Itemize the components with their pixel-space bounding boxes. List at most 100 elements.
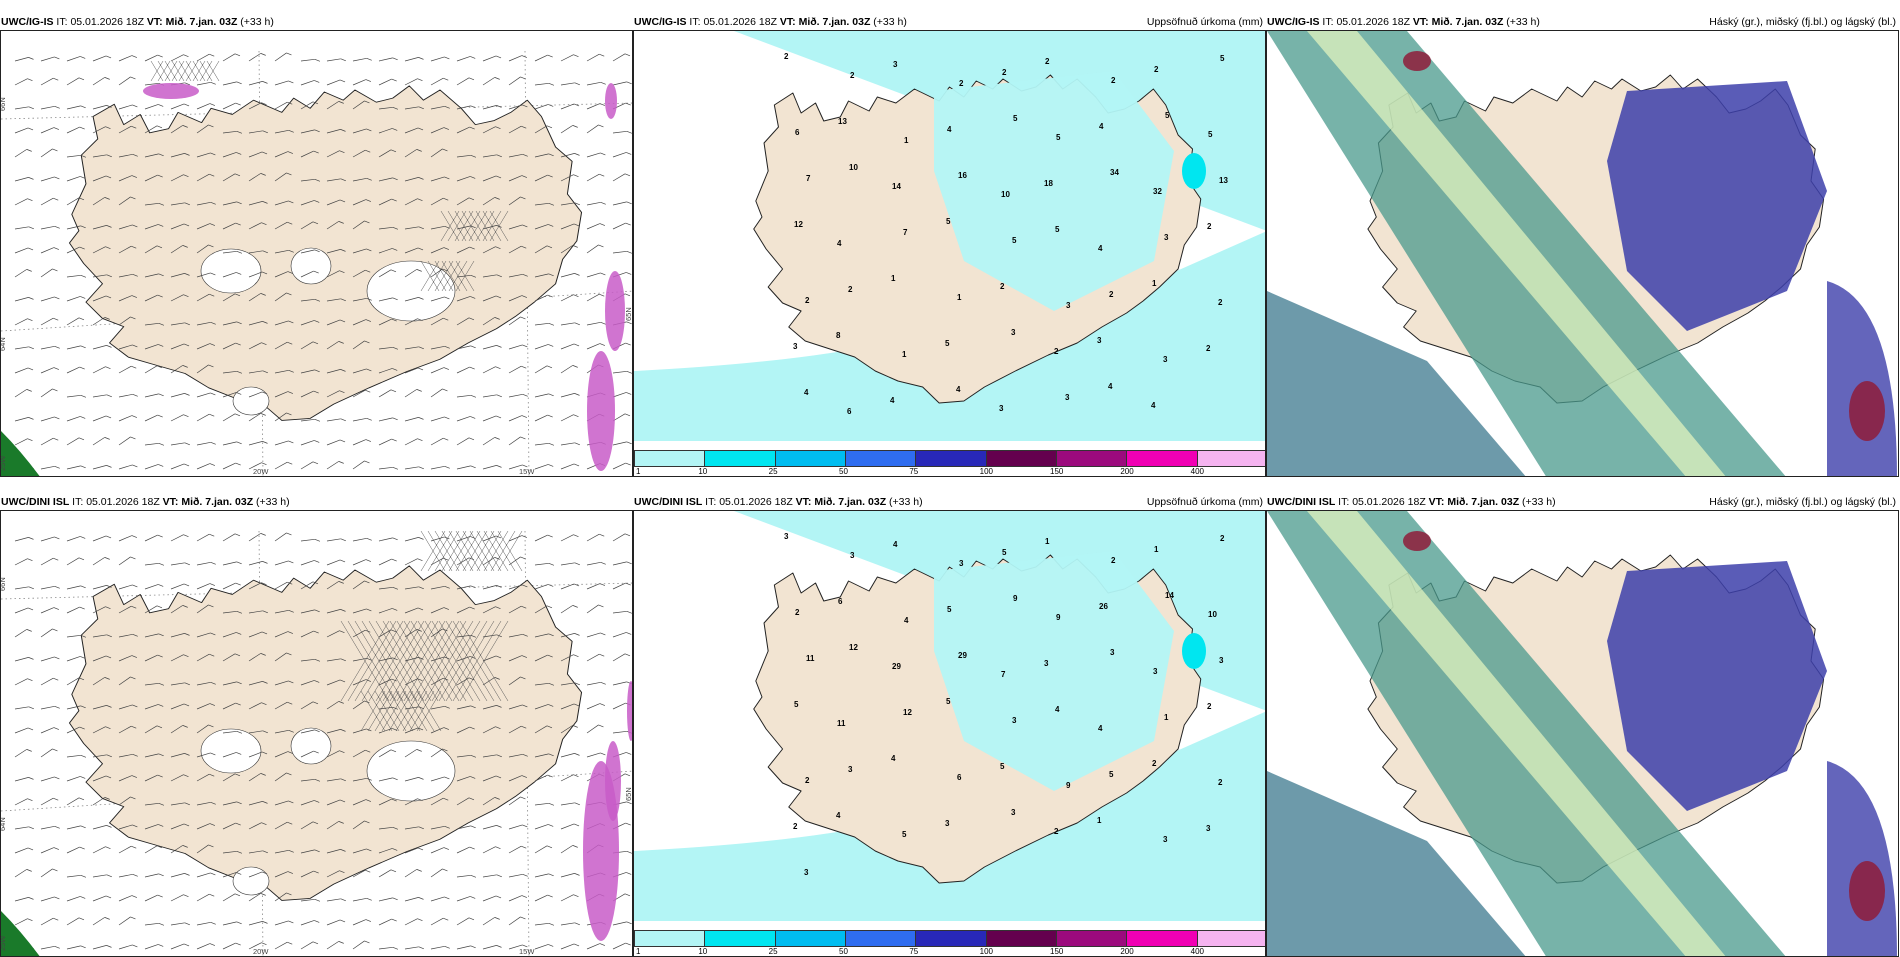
precip-value-label: 11: [837, 719, 846, 728]
colorbar-tick-label: 75: [909, 467, 919, 476]
vt-label: VT:: [1428, 496, 1445, 508]
precip-value-label: 4: [1055, 705, 1060, 714]
precip-value-label: 29: [958, 651, 967, 660]
precip-value-label: 10: [1001, 190, 1010, 199]
precip-value-label: 11: [806, 654, 815, 663]
glacier: [366, 740, 456, 802]
colorbar-tick-label: 150: [1050, 467, 1064, 476]
it-value: 05.01.2026 18Z: [703, 16, 777, 28]
cloud-low: [1849, 861, 1885, 921]
precip-value-label: 3: [1110, 648, 1115, 657]
precip-value-label: 5: [947, 605, 952, 614]
glacier: [290, 727, 332, 765]
panel-header: UWC/IG-IS IT: 05.01.2026 18Z VT: Mið. 7.…: [1267, 14, 1898, 30]
model-name: UWC/DINI ISL: [1267, 496, 1336, 508]
precip-value-label: 5: [946, 697, 951, 706]
vt-value: Mið. 7.jan. 03Z: [165, 16, 238, 28]
precip-value-label: 2: [1109, 290, 1114, 299]
map-wind: 66N 64N 25W 20W 15W 65N: [0, 510, 633, 957]
colorbar-swatch: [634, 450, 706, 467]
lead-time: (+33 h): [256, 496, 290, 508]
it-label: IT:: [705, 496, 717, 508]
vt-value: Mið. 7.jan. 03Z: [1447, 496, 1520, 508]
precip-value-label: 1: [902, 350, 907, 359]
precip-value-label: 6: [957, 773, 962, 782]
colorbar-swatch: [1196, 450, 1265, 467]
glacier: [232, 866, 270, 896]
precip-value-label: 1: [1152, 279, 1157, 288]
colorbar-tick-label: 75: [909, 947, 919, 956]
colorbar-swatch: [915, 930, 987, 947]
panel-precip-bottom: UWC/DINI ISL IT: 05.01.2026 18Z VT: Mið.…: [633, 492, 1266, 957]
precip-value-label: 2: [1045, 57, 1050, 66]
precip-value-label: 5: [946, 217, 951, 226]
precip-value-label: 5: [1220, 54, 1225, 63]
precip-value-label: 14: [1165, 591, 1174, 600]
precip-value-label: 5: [1002, 548, 1007, 557]
it-value: 05.01.2026 18Z: [1336, 16, 1410, 28]
precip-value-label: 12: [903, 708, 912, 717]
model-name: UWC/IG-IS: [634, 16, 687, 28]
glacier: [232, 386, 270, 416]
precip-value-label: 4: [1099, 122, 1104, 131]
glacier: [200, 728, 262, 774]
precip-value-label: 4: [956, 385, 961, 394]
colorbar-tick-label: 25: [768, 947, 778, 956]
precip-value-label: 1: [957, 293, 962, 302]
cloud-mid: [1607, 561, 1827, 811]
precip-colorbar: 1 10 25 50 75 100 150 200 400: [634, 450, 1265, 476]
precip-value-label: 2: [1054, 347, 1059, 356]
colorbar-tick-label: 1: [636, 467, 641, 476]
precip-value-label: 18: [1044, 179, 1053, 188]
colorbar-swatch: [985, 930, 1057, 947]
precip-value-label: 1: [1097, 816, 1102, 825]
it-label: IT:: [1322, 16, 1334, 28]
precip-value-label: 34: [1110, 168, 1119, 177]
precip-value-label: 13: [1219, 176, 1228, 185]
precip-value-label: 2: [793, 822, 798, 831]
vt-value: Mið. 7.jan. 03Z: [814, 496, 887, 508]
precip-value-label: 2: [1206, 344, 1211, 353]
precip-value-label: 4: [837, 239, 842, 248]
precip-value-label: 2: [805, 296, 810, 305]
precip-value-label: 3: [848, 765, 853, 774]
vt-value: Mið. 7.jan. 03Z: [798, 16, 871, 28]
colorbar-swatch: [845, 450, 917, 467]
precip-shading: [1, 83, 625, 476]
precip-value-label: 4: [1151, 401, 1156, 410]
precip-value-label: 2: [1154, 65, 1159, 74]
model-name: UWC/DINI ISL: [1, 496, 70, 508]
colorbar-swatch: [1126, 930, 1198, 947]
precip-value-label: 3: [850, 551, 855, 560]
precip-title: Uppsöfnuð úrkoma (mm): [1146, 16, 1263, 28]
lead-time: (+33 h): [1506, 16, 1540, 28]
precip-value-label: 2: [1002, 68, 1007, 77]
colorbar-swatch: [1126, 450, 1198, 467]
glacier: [200, 248, 262, 294]
lat-label: 65N: [624, 307, 633, 321]
precip-value-label: 3: [1065, 393, 1070, 402]
precip-value-label: 10: [1208, 610, 1217, 619]
it-value: 05.01.2026 18Z: [86, 496, 160, 508]
precip-value-label: 9: [1013, 594, 1018, 603]
vt-label: VT:: [1412, 16, 1429, 28]
colorbar-tick-label: 200: [1120, 947, 1134, 956]
precip-value-label: 3: [793, 342, 798, 351]
colorbar-tick-label: 100: [979, 467, 994, 476]
lon-label: 20W: [253, 467, 269, 476]
precip-value-label: 3: [1011, 328, 1016, 337]
precip-value-label: 1: [1154, 545, 1159, 554]
precip-value-label: 3: [1044, 659, 1049, 668]
precip-value-label: 1: [891, 274, 896, 283]
colorbar-swatch: [774, 450, 846, 467]
precip-value-label: 9: [1066, 781, 1071, 790]
cloud-low: [1849, 381, 1885, 441]
panel-wind-top: UWC/IG-IS IT: 05.01.2026 18Z VT: Mið. 7.…: [0, 12, 633, 477]
iceland-landmass: [68, 85, 583, 421]
precip-values: 3343512122645992614101112292973333511125…: [784, 532, 1225, 877]
precip-value-label: 7: [1001, 670, 1006, 679]
precip-value-label: 2: [959, 79, 964, 88]
precip-value-label: 2: [1111, 556, 1116, 565]
precip-value-label: 5: [1055, 225, 1060, 234]
precip-value-label: 4: [947, 125, 952, 134]
